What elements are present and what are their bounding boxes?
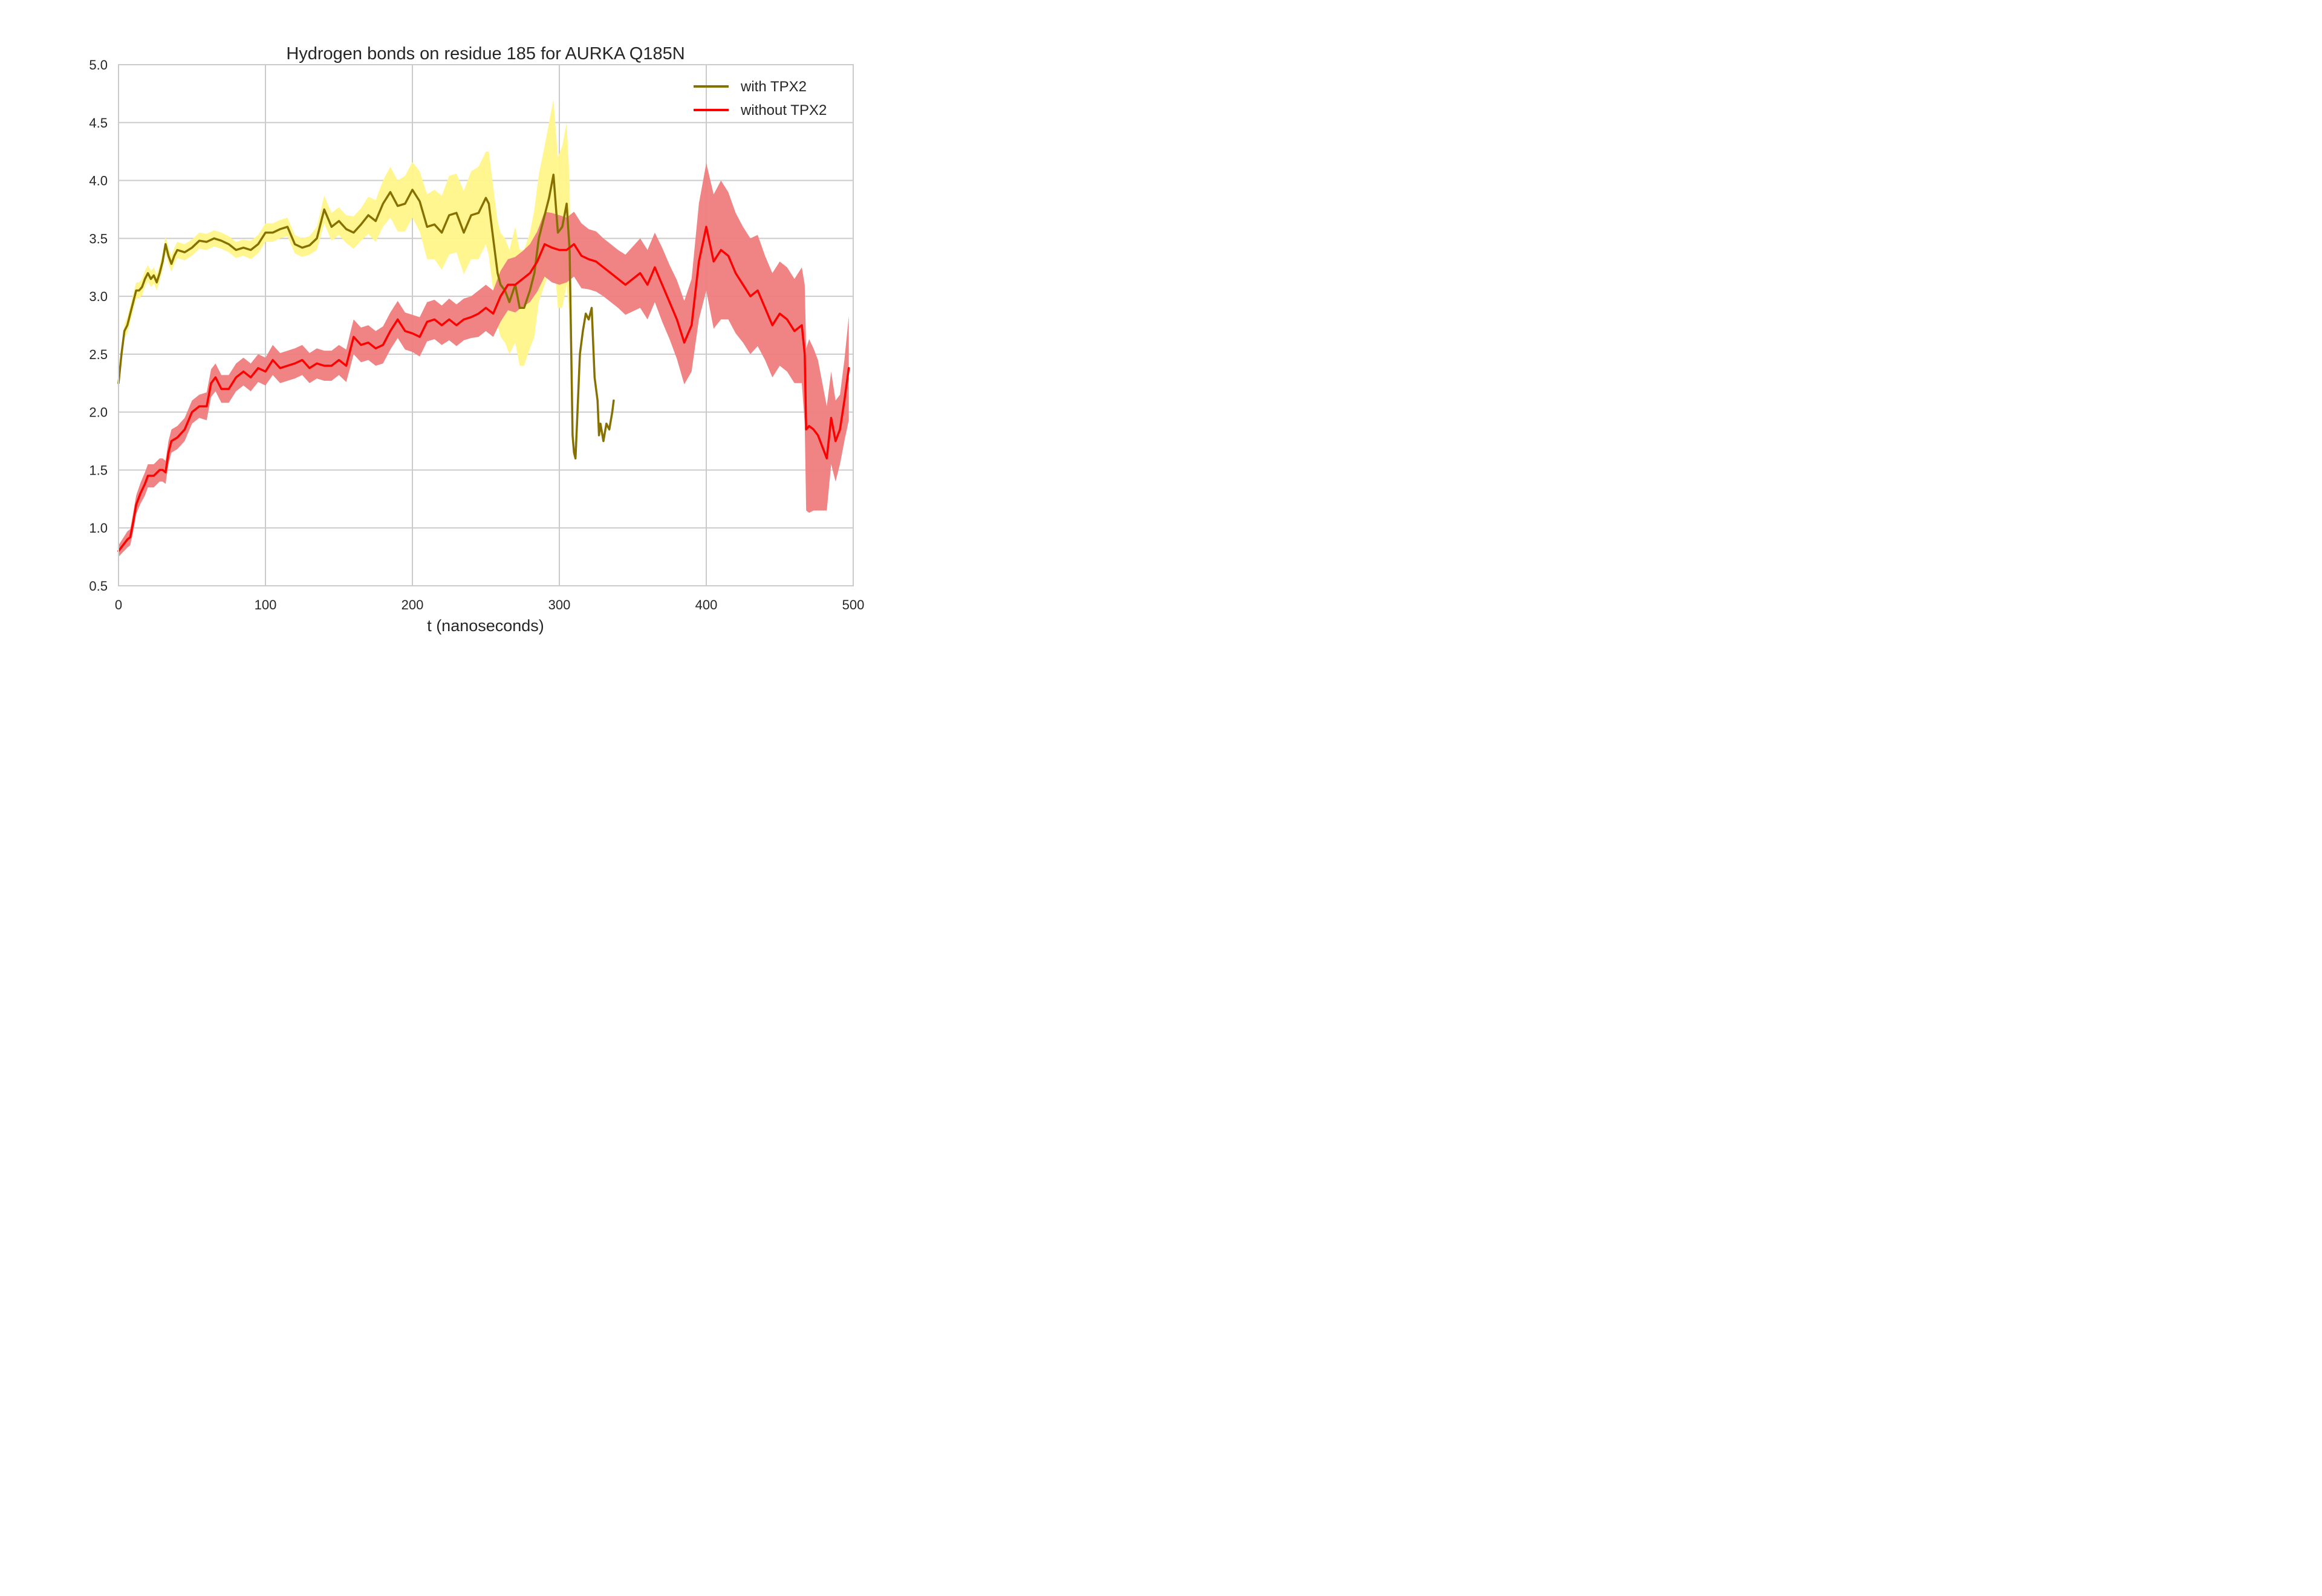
y-tick-label: 2.0 xyxy=(89,405,108,420)
y-tick-label: 1.0 xyxy=(89,521,108,536)
series-line-with-tpx2 xyxy=(117,174,615,460)
series-line-without-tpx2 xyxy=(117,225,850,553)
y-tick-label: 0.5 xyxy=(89,579,108,594)
x-axis-label: t (nanoseconds) xyxy=(427,617,544,635)
y-tick-label: 2.5 xyxy=(89,347,108,362)
x-tick-label: 300 xyxy=(548,597,571,612)
x-tick-label: 500 xyxy=(842,597,865,612)
chart-title: Hydrogen bonds on residue 185 for AURKA … xyxy=(286,44,685,63)
y-tick-label: 3.0 xyxy=(89,289,108,304)
legend-label-with-tpx2: with TPX2 xyxy=(740,79,807,95)
x-tick-label: 200 xyxy=(402,597,424,612)
legend-label-without-tpx2: without TPX2 xyxy=(740,102,827,118)
line-chart: 0 100 200 300 400 500 0.5 1.0 1.5 2.0 2.5 3.0 3.5 4.… xyxy=(89,44,864,635)
series-lines xyxy=(117,174,850,553)
y-tick-label: 4.5 xyxy=(89,115,108,131)
y-tick-label: 1.5 xyxy=(89,462,108,478)
y-tick-labels: 0.5 1.0 1.5 2.0 2.5 3.0 3.5 4.0 4.5 5.0 xyxy=(89,57,108,594)
confidence-bands xyxy=(119,99,849,557)
band-without-tpx2 xyxy=(119,163,849,557)
y-tick-label: 5.0 xyxy=(89,57,108,73)
x-tick-label: 100 xyxy=(255,597,277,612)
chart-figure: 0 100 200 300 400 500 0.5 1.0 1.5 2.0 2.5 3.0 3.5 4.… xyxy=(0,0,948,652)
x-tick-label: 0 xyxy=(115,597,122,612)
legend: with TPX2 without TPX2 xyxy=(694,79,827,118)
y-tick-label: 3.5 xyxy=(89,231,108,246)
band-with-tpx2 xyxy=(119,99,573,435)
plot-frame xyxy=(118,64,854,586)
x-tick-labels: 0 100 200 300 400 500 xyxy=(115,597,864,612)
y-tick-label: 4.0 xyxy=(89,174,108,189)
x-tick-label: 400 xyxy=(695,597,718,612)
